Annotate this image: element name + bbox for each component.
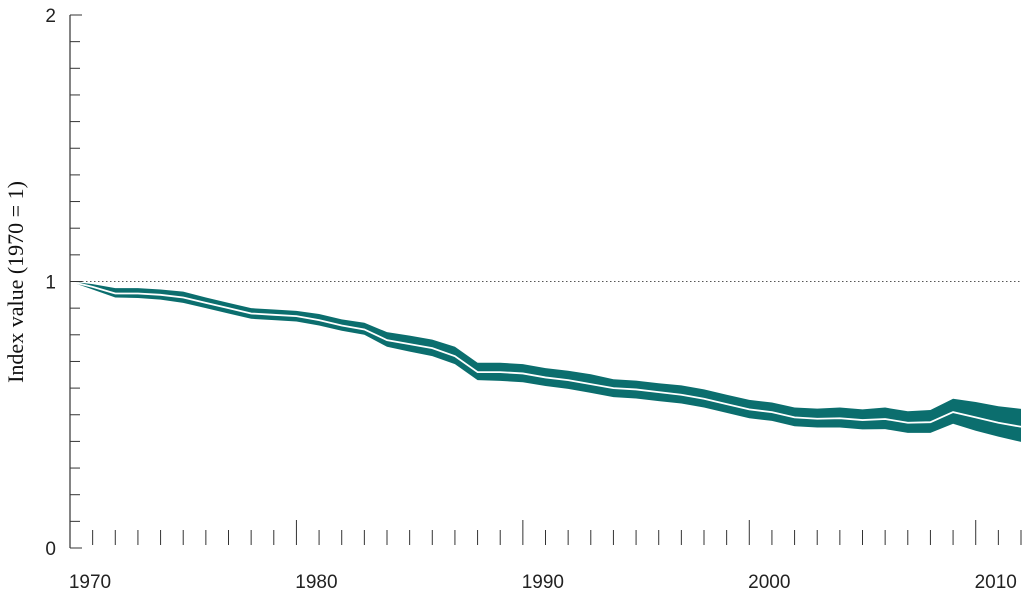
y-tick-label: 0 (45, 539, 56, 560)
y-axis-title: Index value (1970 = 1) (3, 181, 28, 383)
index-line (69, 280, 1022, 428)
x-tick-label: 1980 (295, 572, 337, 593)
y-tick-label: 1 (45, 273, 56, 294)
axes: 0 1 2 1970 1980 1990 2000 2010 (45, 6, 1022, 593)
x-tick-label: 1990 (522, 572, 564, 593)
confidence-band (70, 281, 1021, 442)
x-tick-label: 2000 (748, 572, 790, 593)
x-tick-label: 2010 (975, 572, 1017, 593)
plot-area (69, 280, 1022, 442)
x-tick-label: 1970 (69, 572, 111, 593)
y-tick-label: 2 (45, 6, 56, 27)
